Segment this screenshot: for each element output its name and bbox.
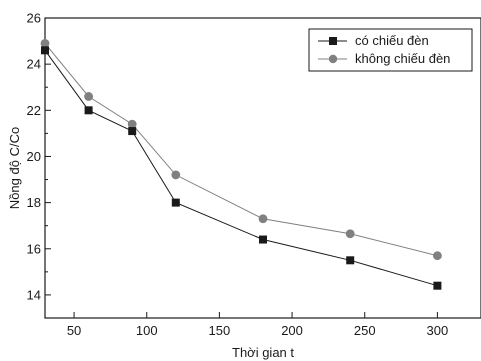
series-2-point-4 (258, 214, 268, 224)
legend-marker-series-1 (329, 37, 337, 45)
x-tick-label-1: 100 (136, 323, 158, 338)
legend-label-series-1: có chiếu đèn (355, 33, 429, 48)
series-1-point-3 (171, 198, 180, 207)
x-tick-label-5: 300 (427, 323, 449, 338)
y-tick-label-0: 14 (27, 287, 41, 302)
x-tick-label-3: 200 (281, 323, 303, 338)
series-line-1 (44, 50, 438, 287)
legend-label-series-2: không chiếu đèn (355, 51, 450, 66)
series-2-point-3 (171, 170, 181, 180)
series-line-2 (44, 43, 438, 257)
legend: có chiếu đèn không chiếu đèn (308, 28, 473, 72)
series-1-point-1 (84, 106, 93, 115)
legend-marker-series-2 (328, 54, 338, 64)
series-2-point-1 (84, 92, 93, 101)
series-1-point-2 (128, 127, 137, 136)
series-2-point-0 (40, 38, 50, 48)
series-1-point-0 (41, 46, 49, 55)
series-2-point-6 (433, 251, 442, 261)
series-2-point-2 (127, 119, 137, 129)
y-tick-label-6: 26 (27, 11, 41, 26)
y-tick-label-4: 22 (27, 103, 41, 118)
x-axis-label: Thời gian t (232, 345, 294, 360)
y-tick-label-5: 24 (27, 57, 41, 72)
y-axis-ticks: 14 16 18 20 22 24 26 (27, 11, 51, 319)
series-1-point-5 (346, 256, 355, 265)
y-tick-label-2: 18 (27, 195, 41, 210)
series-layer (40, 38, 442, 290)
series-1-point-6 (433, 281, 442, 290)
legend-box (308, 28, 473, 72)
x-tick-label-2: 150 (209, 323, 231, 338)
series-1-point-4 (259, 235, 267, 244)
y-axis-label: Nồng độ C/Co (7, 127, 22, 209)
plot-frame (44, 17, 481, 319)
x-tick-label-0: 50 (67, 323, 81, 338)
x-tick-label-4: 250 (354, 323, 376, 338)
x-axis-ticks: 50 100 150 200 250 300 (67, 312, 448, 338)
y-tick-label-3: 20 (27, 149, 41, 164)
y-tick-label-1: 16 (27, 241, 41, 256)
series-2-point-5 (345, 229, 355, 239)
